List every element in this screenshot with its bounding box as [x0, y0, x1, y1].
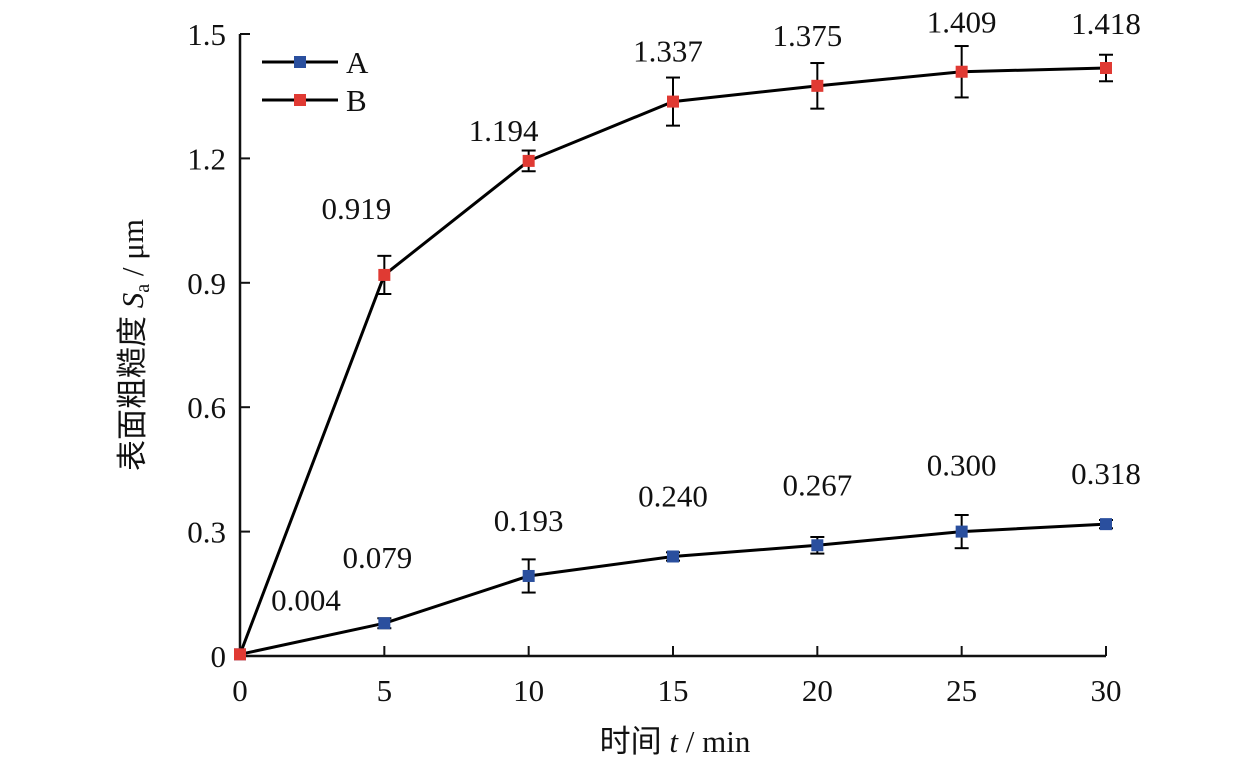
- legend-label: A: [346, 45, 369, 80]
- data-label: 1.194: [469, 113, 539, 148]
- data-point-B: [667, 95, 679, 108]
- data-point-A: [378, 617, 391, 630]
- x-axis-label: 时间 t / min: [600, 724, 751, 759]
- x-tick-label: 5: [377, 673, 393, 708]
- x-tick-label: 10: [513, 673, 544, 708]
- data-point-B: [378, 268, 391, 281]
- axes: 0 5 10 15 20 25 30 0 0.3 0.6 0.9 1.2 1.5: [187, 17, 1121, 708]
- data-label: 0.193: [494, 503, 564, 538]
- data-label: 1.418: [1071, 6, 1141, 41]
- legend: AB: [262, 45, 369, 118]
- data-point-A: [1100, 518, 1112, 531]
- x-tick-label: 20: [802, 673, 833, 708]
- series-B: 0.919 1.194 1.337 1.375 1.409 1.418: [234, 5, 1141, 661]
- data-point-A: [667, 550, 679, 563]
- y-tick-label: 0.6: [187, 390, 226, 425]
- x-tick-label: 0: [232, 673, 248, 708]
- data-point-A: [522, 569, 535, 582]
- data-label: 1.337: [633, 34, 703, 69]
- data-label: 0.300: [927, 448, 997, 483]
- data-point-B: [955, 65, 968, 78]
- data-label: 0.004: [271, 582, 341, 617]
- data-point-B: [234, 648, 246, 661]
- data-point-B: [522, 154, 535, 167]
- y-axis-label: 表面粗糙度 Sa / μm: [115, 219, 154, 471]
- y-tick-label: 1.5: [187, 17, 226, 52]
- data-label: 1.375: [772, 18, 842, 53]
- legend-marker: [294, 94, 306, 106]
- data-label: 0.240: [638, 478, 708, 513]
- data-point-A: [811, 539, 824, 552]
- y-tick-label: 0.3: [187, 515, 226, 550]
- y-tick-label: 1.2: [187, 141, 226, 176]
- x-tick-label: 30: [1091, 673, 1122, 708]
- data-label: 0.079: [342, 540, 412, 575]
- y-tick-label: 0.9: [187, 266, 226, 301]
- legend-marker: [294, 56, 306, 68]
- data-point-A: [955, 525, 968, 538]
- data-point-B: [1100, 62, 1112, 75]
- data-label: 0.318: [1071, 456, 1141, 491]
- x-tick-label: 15: [658, 673, 689, 708]
- data-label: 0.919: [321, 191, 391, 226]
- data-point-B: [811, 79, 824, 92]
- x-tick-label: 25: [946, 673, 977, 708]
- data-label: 1.409: [927, 5, 997, 40]
- legend-label: B: [346, 83, 367, 118]
- data-label: 0.267: [782, 467, 852, 502]
- y-tick-label: 0: [211, 639, 227, 674]
